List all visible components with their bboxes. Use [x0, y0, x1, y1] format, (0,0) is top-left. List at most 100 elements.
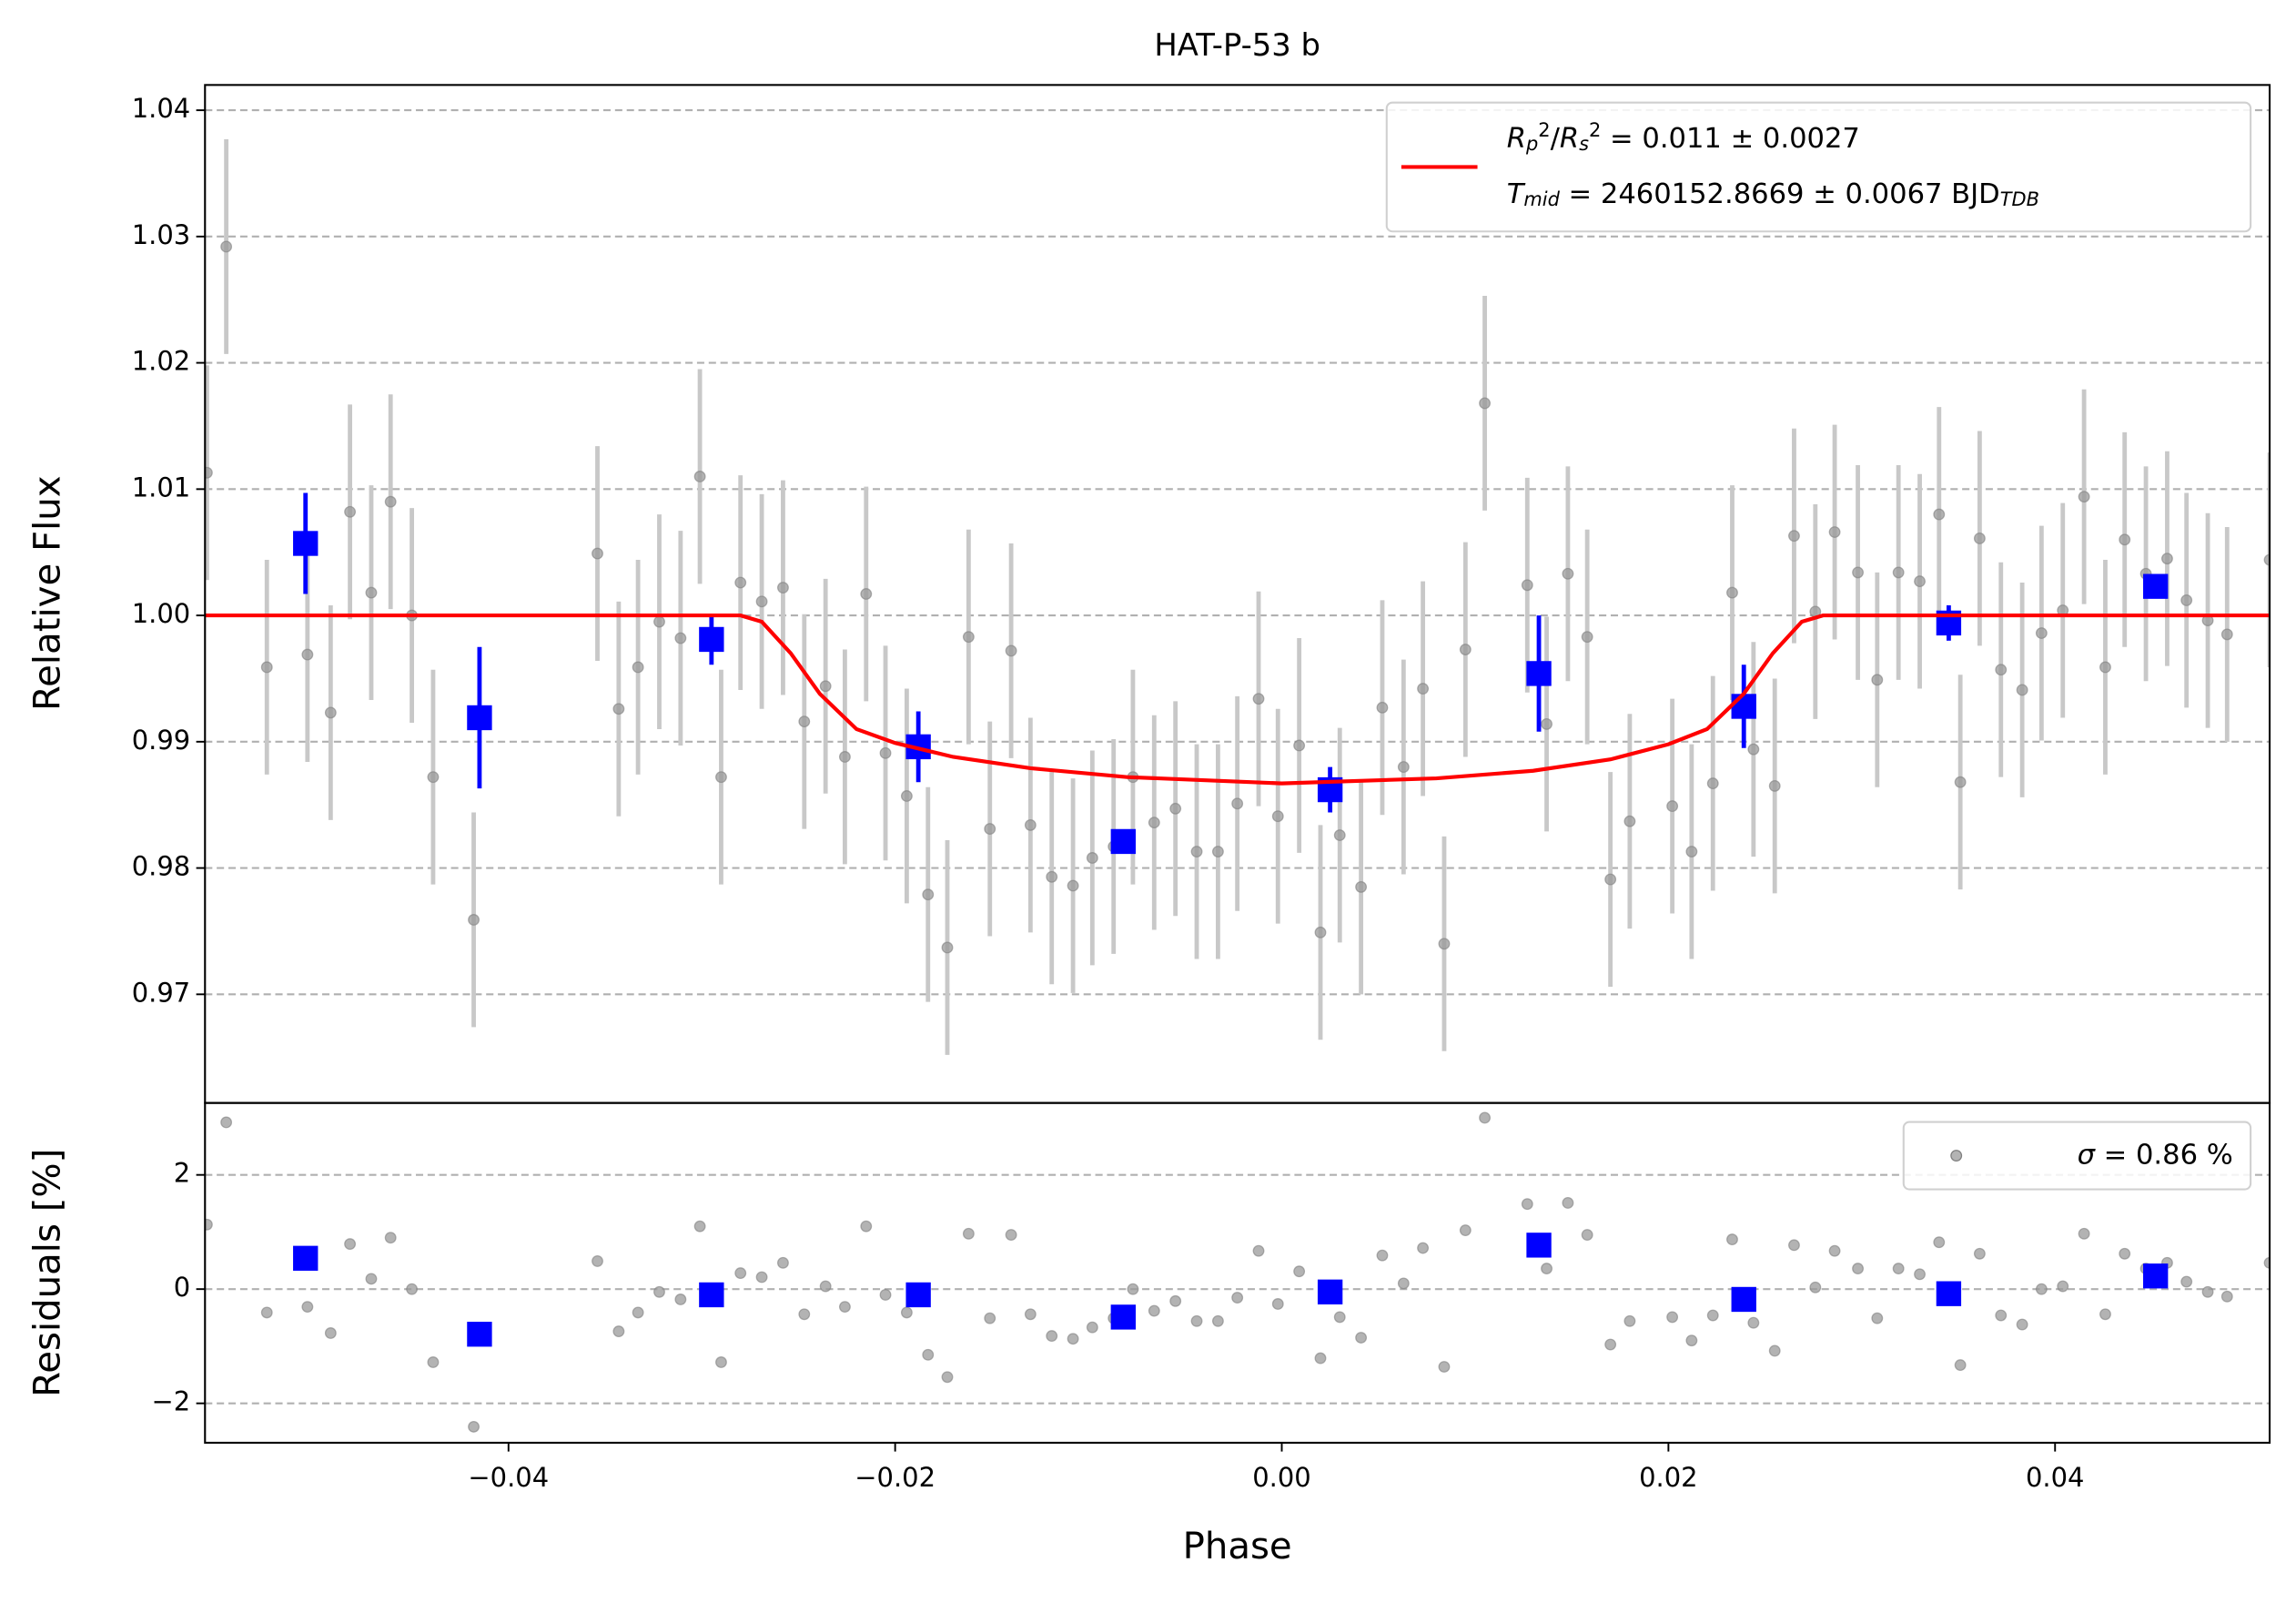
data-point	[1271, 810, 1284, 823]
data-point	[1726, 1233, 1738, 1246]
data-point	[365, 586, 378, 599]
data-point	[220, 240, 233, 253]
legend: σ = 0.86 %	[1902, 1121, 2252, 1191]
data-point	[1169, 1294, 1182, 1307]
data-point	[365, 1273, 378, 1285]
data-point	[1314, 1352, 1327, 1365]
data-point	[1314, 926, 1327, 938]
data-point	[2220, 628, 2233, 641]
data-point	[922, 1348, 935, 1361]
data-point	[1747, 743, 1760, 756]
legend-box	[1902, 1121, 2252, 1191]
y-tick-label: 1.03	[132, 219, 190, 250]
data-point	[2119, 533, 2131, 546]
x-tick-label: 0.00	[1252, 1462, 1310, 1493]
data-point	[860, 588, 873, 600]
data-point	[860, 1220, 873, 1233]
data-point	[324, 706, 337, 719]
data-point	[1562, 1197, 1574, 1209]
legend-label: Tmid = 2460152.8669 ± 0.0067 BJDTDB	[1507, 178, 2039, 211]
data-point	[1768, 1344, 1781, 1357]
data-point	[1892, 1263, 1905, 1275]
data-point	[205, 1218, 213, 1231]
data-point	[1871, 1312, 1884, 1324]
legend-text-part: = 0.011 ± 0.0027	[1601, 122, 1860, 154]
data-point	[1954, 776, 1967, 788]
data-point	[1828, 526, 1841, 538]
data-point	[1067, 879, 1079, 892]
legend-text-part: TDB	[2000, 188, 2039, 210]
binned-point	[293, 531, 319, 556]
data-point	[653, 1285, 665, 1298]
data-point	[1852, 566, 1864, 579]
data-point	[1333, 829, 1346, 841]
legend-swatch	[1950, 1150, 1963, 1162]
x-axis-label: Phase	[1183, 1526, 1292, 1567]
data-point	[1706, 1309, 1719, 1322]
data-point	[1067, 1333, 1079, 1345]
legend-text-part: p	[1525, 133, 1538, 155]
data-point	[1231, 797, 1244, 810]
data-point	[1954, 1359, 1967, 1372]
data-point	[1252, 693, 1265, 705]
data-point	[1438, 1361, 1451, 1373]
y-tick-label: 0.98	[132, 851, 190, 882]
data-point	[1933, 1236, 1946, 1249]
legend-text-part: = 2460152.8669 ± 0.0067 BJD	[1560, 178, 2000, 210]
data-point	[1541, 717, 1553, 730]
data-point	[734, 576, 747, 589]
data-point	[715, 1356, 727, 1368]
data-point	[693, 471, 706, 482]
data-point	[427, 771, 440, 784]
binned-point	[293, 1245, 319, 1271]
data-point	[1190, 846, 1203, 857]
data-point	[1623, 815, 1636, 827]
data-point	[2016, 684, 2028, 696]
data-point	[1685, 1334, 1698, 1347]
binned-point	[1936, 1281, 1962, 1306]
data-point	[1293, 1265, 1306, 1278]
data-point	[1211, 1314, 1224, 1327]
data-point	[632, 1306, 644, 1319]
data-point	[1581, 631, 1593, 644]
binned-point	[1110, 828, 1136, 855]
data-point	[1211, 846, 1224, 857]
y-tick-label: 0.99	[132, 725, 190, 756]
data-point	[1788, 530, 1800, 543]
data-point	[1293, 739, 1306, 752]
data-point	[2180, 1275, 2193, 1288]
data-point	[1127, 1283, 1139, 1295]
data-point	[260, 661, 273, 674]
data-point	[1666, 800, 1679, 813]
x-tick-label: −0.04	[468, 1462, 549, 1493]
data-point	[344, 505, 357, 518]
data-point	[1148, 1304, 1160, 1317]
data-point	[1809, 1281, 1822, 1294]
data-point	[984, 823, 996, 836]
data-point	[1852, 1263, 1864, 1275]
y-tick-label: 1.04	[132, 93, 190, 124]
y-axis-label: Residuals [%]	[27, 1149, 69, 1397]
data-point	[301, 1301, 314, 1314]
data-point	[1914, 1268, 1926, 1281]
data-point	[2016, 1318, 2028, 1331]
legend-text-part: /	[1551, 122, 1561, 154]
data-point	[1685, 846, 1698, 857]
data-point	[838, 751, 851, 763]
legend-box	[1385, 101, 2252, 233]
data-point	[344, 1238, 357, 1251]
plot-area	[205, 139, 2271, 1055]
data-point	[592, 547, 603, 560]
legend-text-part: R	[1560, 122, 1579, 154]
data-point	[1355, 880, 1368, 893]
legend-text-part: mid	[1523, 188, 1560, 210]
chart-title: HAT-P-53 b	[1154, 27, 1320, 63]
legend-text-part: = 0.86 %	[2095, 1139, 2233, 1171]
data-point	[468, 914, 480, 926]
data-point	[1933, 508, 1946, 521]
data-point	[777, 1256, 789, 1269]
data-point	[1726, 586, 1738, 599]
legend-text-part: s	[1579, 133, 1589, 155]
binned-point	[467, 1322, 492, 1347]
data-point	[1768, 779, 1781, 792]
